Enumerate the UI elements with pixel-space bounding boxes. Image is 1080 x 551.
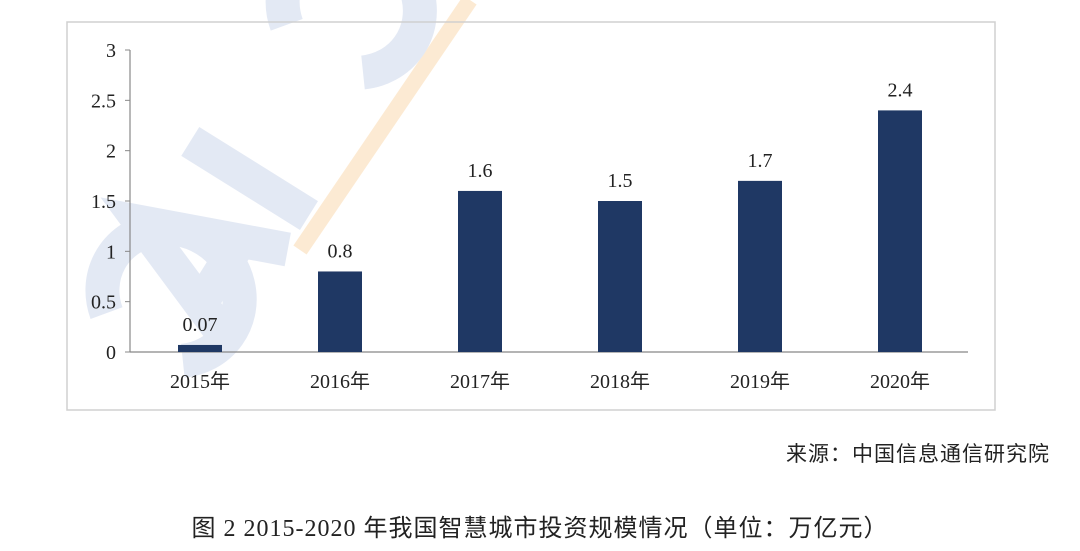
y-tick-label: 2 [106, 141, 116, 163]
x-tick-label: 2020年 [870, 370, 930, 393]
watermark-shape [265, 0, 437, 90]
bar [318, 271, 362, 352]
data-label: 2.4 [888, 79, 913, 101]
y-tick-label: 0.5 [91, 292, 116, 314]
chart-frame [66, 21, 996, 411]
watermark [85, 0, 477, 378]
bar [738, 180, 782, 352]
y-tick-label: 3 [106, 40, 116, 62]
bar [598, 201, 642, 352]
bar [878, 110, 922, 353]
figure-caption: 图 2 2015-2020 年我国智慧城市投资规模情况（单位：万亿元） [191, 516, 889, 542]
x-tick-label: 2015年 [170, 370, 230, 393]
y-tick-label: 1.5 [91, 191, 116, 213]
bar [458, 190, 502, 352]
y-tick-label: 2.5 [91, 90, 116, 112]
watermark-shape [100, 197, 291, 353]
y-tick-label: 1 [106, 241, 116, 263]
source-note: 来源：中国信息通信研究院 [786, 442, 1050, 466]
x-tick-label: 2017年 [450, 370, 510, 393]
x-tick-label: 2019年 [730, 370, 790, 393]
x-tick-label: 2018年 [590, 370, 650, 393]
bar [178, 344, 222, 352]
watermark-shape [181, 126, 318, 231]
data-label: 1.5 [608, 170, 633, 192]
y-tick-label: 0 [106, 342, 116, 364]
data-label: 0.07 [183, 314, 218, 336]
data-label: 0.8 [328, 240, 353, 262]
x-tick-label: 2016年 [310, 370, 370, 393]
watermark-logo [85, 0, 437, 378]
watermark-stripe [293, 0, 477, 255]
data-label: 1.7 [748, 150, 773, 172]
data-label: 1.6 [468, 160, 493, 182]
